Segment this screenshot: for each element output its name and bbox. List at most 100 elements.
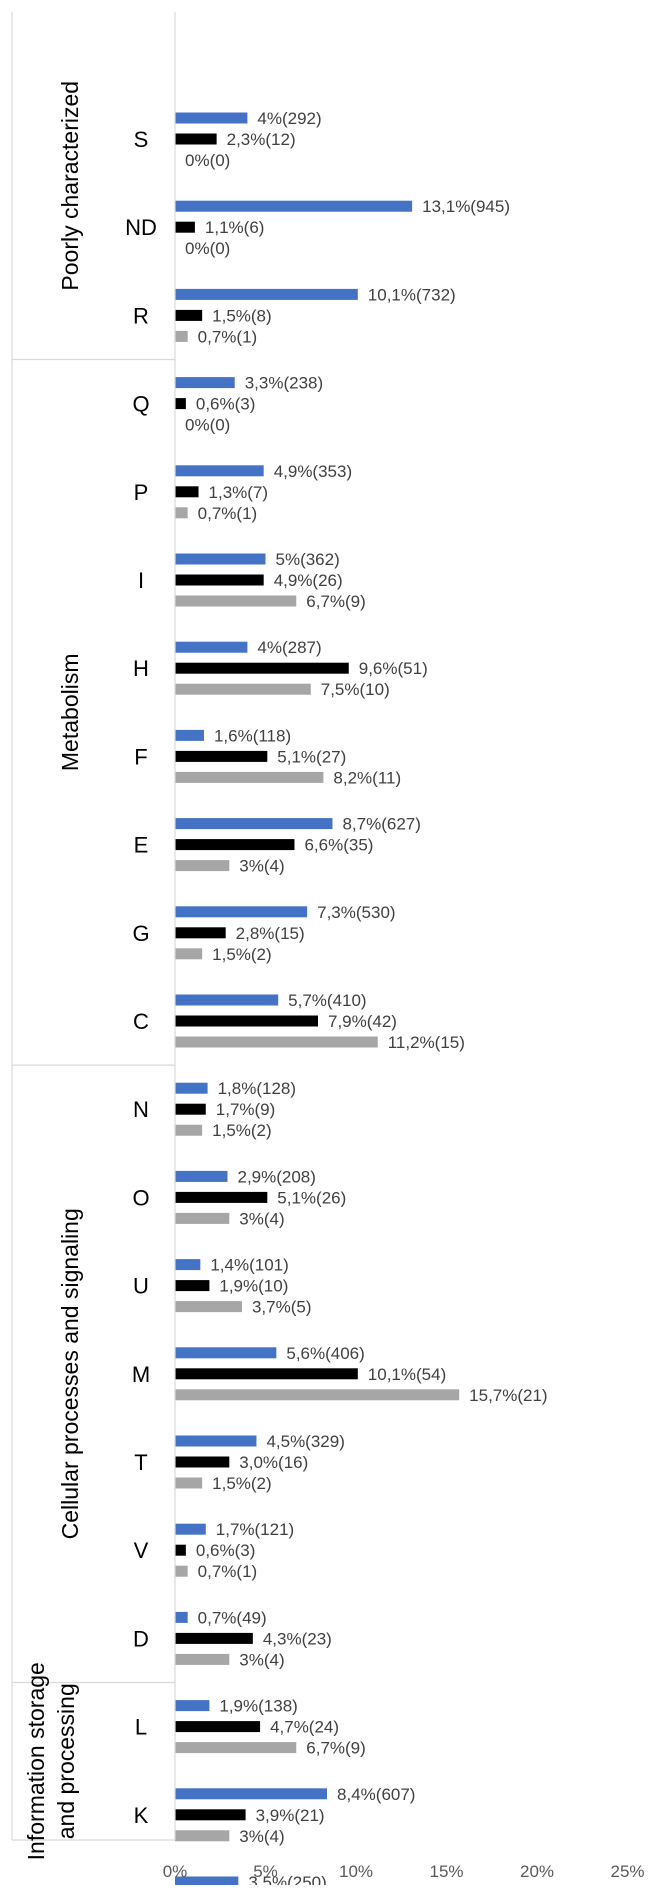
data-label: 0,7%(49) [198,1608,267,1627]
data-label: 5%(362) [276,550,340,569]
category-label: P [134,480,149,505]
data-label: 0%(0) [185,151,230,170]
data-label: 10,1%(54) [368,1365,446,1384]
bar-series-3-U [175,1301,242,1313]
data-label: 0,7%(1) [198,327,258,346]
data-label: 1,3%(7) [209,483,269,502]
bar-series-2-V [175,1544,186,1556]
bar-series-1-H [175,641,248,653]
category-label: R [133,303,149,328]
data-label: 0,6%(3) [196,1541,256,1560]
bar-series-1-M [175,1347,277,1359]
bar-series-2-U [175,1280,210,1292]
data-label: 5,6%(406) [286,1344,364,1363]
data-label: 4,5%(329) [266,1432,344,1451]
data-label: 6,7%(9) [306,592,366,611]
bar-series-3-C [175,1036,378,1048]
bar-series-1-I [175,553,266,565]
data-label: 3%(4) [239,857,284,876]
bars-layer [175,112,460,1888]
category-label: L [135,1715,147,1740]
data-label: 11,2%(15) [388,1033,465,1052]
group-label: Cellular processes and signaling [57,1208,83,1539]
data-label: 5,7%(410) [288,991,366,1010]
bar-series-2-H [175,662,349,674]
category-label: G [132,921,149,946]
group-label: Information storage and processing [23,1662,79,1860]
bar-series-3-O [175,1212,230,1224]
category-label: H [133,656,149,681]
data-label: 1,5%(2) [212,1474,272,1493]
bar-series-1-O [175,1170,228,1182]
category-label: O [132,1185,149,1210]
data-label: 2,3%(12) [227,130,296,149]
data-label: 0,7%(1) [198,1562,258,1581]
x-tick-label: 0% [163,1862,188,1881]
bar-series-2-M [175,1368,358,1380]
category-label: U [133,1274,149,1299]
data-label: 5,1%(26) [277,1188,346,1207]
data-label: 5,1%(27) [277,747,346,766]
category-label: I [138,568,144,593]
category-label: D [133,1626,149,1651]
data-label: 7,3%(530) [317,903,395,922]
bar-series-2-ND [175,221,195,233]
bar-series-3-G [175,948,203,960]
category-label: N [133,1097,149,1122]
data-label: 9,6%(51) [359,659,428,678]
bar-series-1-L [175,1700,210,1712]
data-label: 1,8%(128) [218,1079,296,1098]
bar-series-1-F [175,729,204,741]
data-label: 6,6%(35) [304,836,373,855]
data-label: 8,7%(627) [342,815,420,834]
bar-series-3-F [175,771,324,783]
data-label: 1,9%(138) [219,1697,297,1716]
data-label: 1,6%(118) [214,726,291,745]
group-label: Poorly characterized [57,81,83,291]
data-label: 1,9%(10) [219,1277,288,1296]
bar-series-2-F [175,750,268,762]
category-label: T [134,1450,147,1475]
data-label: 3%(4) [239,1650,284,1669]
bar-series-1-G [175,906,308,918]
bar-series-2-S [175,133,217,145]
bar-series-2-N [175,1103,206,1115]
category-label: S [134,127,149,152]
bar-series-3-V [175,1565,188,1577]
group-label: Metabolism [57,653,83,771]
data-label: 4%(287) [257,638,321,657]
bar-series-1-V [175,1523,206,1535]
bar-series-2-P [175,486,199,498]
bar-series-3-M [175,1389,460,1401]
bar-series-1-J [175,1876,239,1888]
bar-series-1-C [175,994,279,1006]
bar-series-1-K [175,1788,328,1800]
bar-series-1-R [175,288,358,300]
data-label: 6,7%(9) [306,1739,366,1758]
data-label: 3,9%(21) [256,1806,325,1825]
category-label: E [134,833,149,858]
bar-series-1-D [175,1611,188,1623]
data-label: 8,4%(607) [337,1785,415,1804]
bar-series-2-I [175,574,264,586]
bar-series-2-Q [175,398,186,410]
category-label: ND [125,215,157,240]
data-label: 0%(0) [185,239,230,258]
category-label: V [134,1538,149,1563]
bar-series-2-T [175,1456,230,1468]
bar-series-2-R [175,309,203,321]
data-label: 4,9%(26) [274,571,343,590]
bar-series-3-K [175,1830,230,1842]
data-label: 10,1%(732) [368,285,456,304]
data-label: 3%(4) [239,1209,284,1228]
data-label: 2,8%(15) [236,924,305,943]
data-label: 1,5%(8) [212,306,272,325]
axis-layer: SNDRQPIHFEGCNOUMTVDLKJPoorly characteriz… [11,12,645,1881]
data-label: 4,7%(24) [270,1718,339,1737]
data-label: 1,1%(6) [205,218,265,237]
bar-series-1-P [175,465,264,477]
category-label: C [133,1009,149,1034]
x-tick-label: 10% [339,1862,373,1881]
data-label: 3,0%(16) [239,1453,308,1472]
